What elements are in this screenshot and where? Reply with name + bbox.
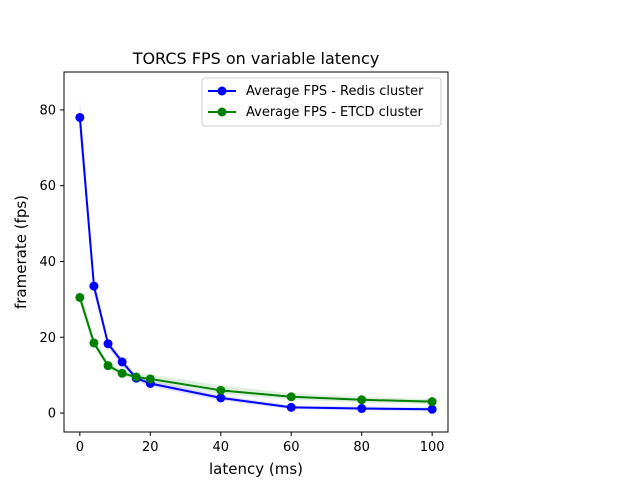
chart-title: TORCS FPS on variable latency (132, 49, 380, 68)
data-point-etcd (216, 385, 226, 395)
y-tick-label: 80 (39, 103, 56, 118)
data-point-etcd (117, 368, 127, 378)
data-point-redis (357, 404, 367, 414)
y-axis-label: framerate (fps) (12, 195, 30, 309)
confidence-bands (79, 98, 433, 412)
legend: Average FPS - Redis cluster Average FPS … (201, 77, 442, 127)
data-point-redis (89, 281, 99, 291)
data-point-etcd (357, 395, 367, 405)
data-point-etcd (103, 361, 113, 371)
x-tick-label: 80 (353, 440, 370, 455)
y-tick-label: 20 (39, 331, 56, 346)
legend-label-etcd: Average FPS - ETCD cluster (246, 105, 424, 120)
series-points (75, 112, 437, 414)
band-redis (79, 98, 433, 412)
legend-box (201, 77, 442, 127)
x-tick-label: 0 (76, 440, 84, 455)
series-lines (78, 117, 433, 411)
y-tick-label: 0 (48, 407, 56, 422)
series-line-redis (78, 117, 433, 411)
x-tick-label: 40 (212, 440, 229, 455)
data-point-redis (117, 357, 127, 367)
plot-area-frame (63, 71, 449, 433)
legend-marker-redis (217, 86, 227, 96)
x-tick-label: 20 (142, 440, 159, 455)
data-point-redis (427, 404, 437, 414)
x-axis-ticks: 0 20 40 60 80 100 (76, 432, 445, 455)
legend-marker-etcd (217, 107, 227, 117)
data-point-etcd (75, 292, 85, 302)
data-point-etcd (145, 374, 155, 384)
data-point-etcd (89, 338, 99, 348)
data-point-redis (216, 393, 226, 403)
data-point-etcd (427, 397, 437, 407)
x-tick-label: 100 (420, 440, 445, 455)
series-line-etcd (78, 297, 433, 403)
data-point-etcd (286, 392, 296, 402)
data-point-etcd (131, 372, 141, 382)
data-point-redis (286, 402, 296, 412)
y-axis-ticks: 0 20 40 60 80 (39, 103, 64, 422)
band-etcd (79, 289, 433, 405)
legend-label-redis: Average FPS - Redis cluster (246, 84, 424, 99)
data-point-redis (103, 339, 113, 349)
x-axis-label: latency (ms) (209, 460, 303, 478)
y-tick-label: 60 (39, 179, 56, 194)
data-point-redis (75, 112, 85, 122)
y-tick-label: 40 (39, 255, 56, 270)
x-tick-label: 60 (283, 440, 300, 455)
